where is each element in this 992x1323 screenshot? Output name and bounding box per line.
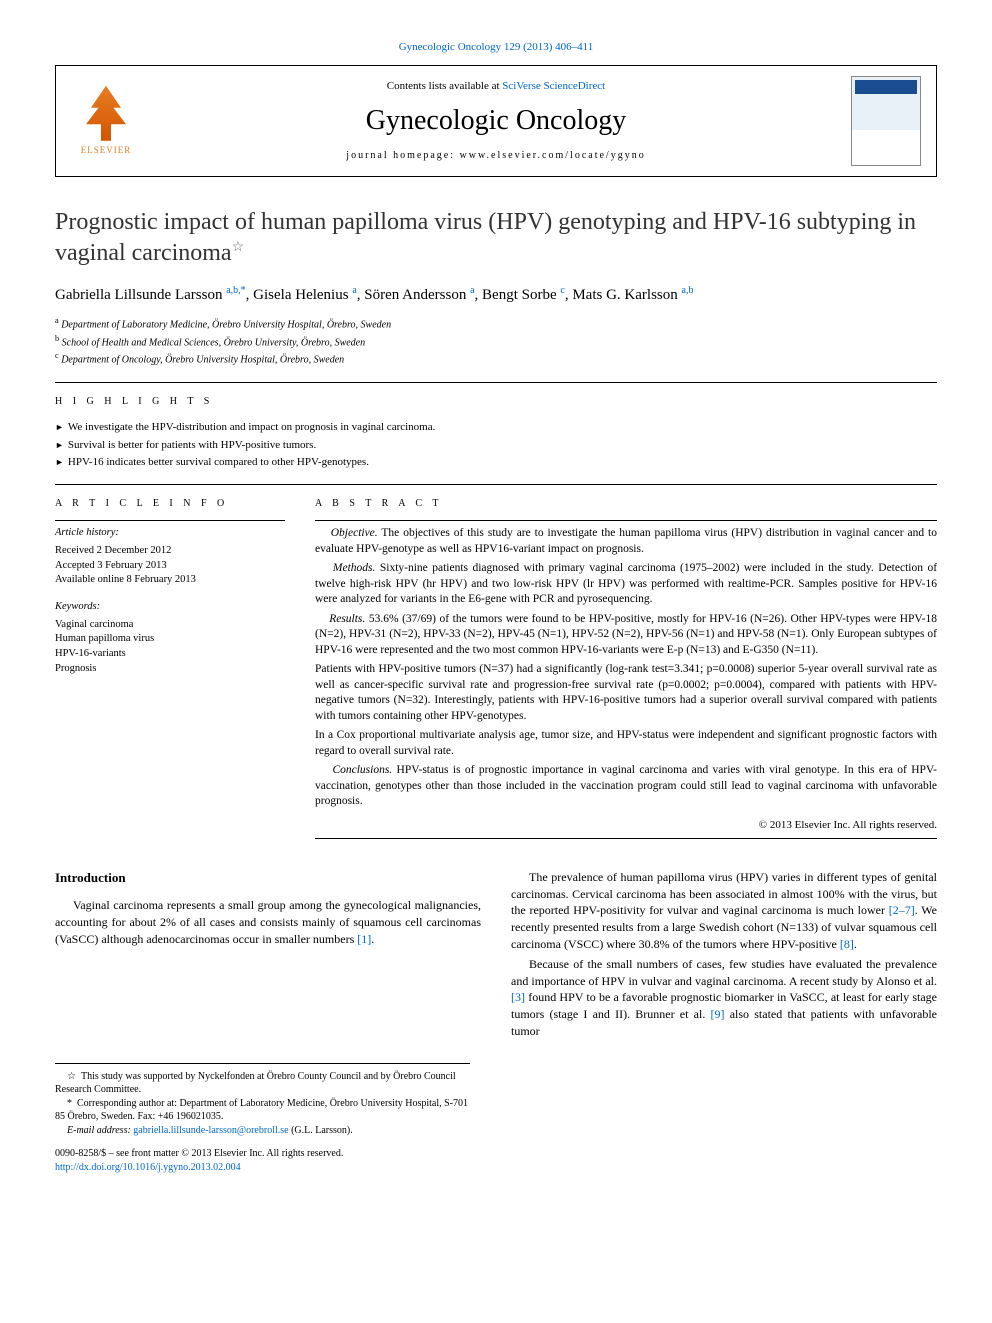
keyword: HPV-16-variants <box>55 647 285 662</box>
title-footnote-marker: ☆ <box>232 240 245 255</box>
elsevier-logo: ELSEVIER <box>71 81 141 161</box>
article-title: Prognostic impact of human papilloma vir… <box>55 207 937 269</box>
homepage-label: journal homepage: <box>346 150 459 161</box>
article-info-column: A R T I C L E I N F O Article history: R… <box>55 497 285 844</box>
divider <box>55 382 937 383</box>
keyword: Vaginal carcinoma <box>55 618 285 633</box>
elsevier-tree-icon <box>81 86 131 141</box>
title-text: Prognostic impact of human papilloma vir… <box>55 209 916 266</box>
abstract-conclusions: Conclusions. HPV-status is of prognostic… <box>315 763 937 810</box>
keywords-heading: Keywords: <box>55 600 285 615</box>
email-footnote: E-mail address: gabriella.lillsunde-lars… <box>55 1124 470 1138</box>
divider <box>55 520 285 521</box>
history-item: Accepted 3 February 2013 <box>55 559 285 574</box>
author: Bengt Sorbe c <box>482 287 565 303</box>
right-body-column: The prevalence of human papilloma virus … <box>511 869 937 1043</box>
divider <box>315 520 937 521</box>
triangle-icon: ► <box>55 440 64 450</box>
journal-citation-link[interactable]: Gynecologic Oncology 129 (2013) 406–411 <box>55 40 937 55</box>
journal-header: ELSEVIER Contents lists available at Sci… <box>55 65 937 177</box>
sciencedirect-link[interactable]: SciVerse ScienceDirect <box>502 80 605 92</box>
journal-name: Gynecologic Oncology <box>141 102 851 140</box>
author: Mats G. Karlsson a,b <box>572 287 693 303</box>
article-info-label: A R T I C L E I N F O <box>55 497 285 511</box>
email-link[interactable]: gabriella.lillsunde-larsson@orebroll.se <box>133 1125 288 1136</box>
triangle-icon: ► <box>55 457 64 467</box>
author-list: Gabriella Lillsunde Larsson a,b,*, Gisel… <box>55 284 937 305</box>
citation-link[interactable]: [8] <box>840 937 854 951</box>
highlight-item: ►Survival is better for patients with HP… <box>55 437 937 455</box>
triangle-icon: ► <box>55 422 64 432</box>
author: Sören Andersson a <box>364 287 474 303</box>
affiliation-text: School of Health and Medical Sciences, Ö… <box>62 337 365 348</box>
footer-meta: 0090-8258/$ – see front matter © 2013 El… <box>55 1147 937 1175</box>
footnotes: ☆ This study was supported by Nyckelfond… <box>55 1063 470 1138</box>
citation-link[interactable]: [2–7] <box>889 903 915 917</box>
intro-paragraph: Because of the small numbers of cases, f… <box>511 956 937 1040</box>
abstract-results: Results. 53.6% (37/69) of the tumors wer… <box>315 612 937 659</box>
abstract-column: A B S T R A C T Objective. The objective… <box>315 497 937 844</box>
affiliations: a Department of Laboratory Medicine, Öre… <box>55 315 937 367</box>
citation-link[interactable]: [9] <box>711 1007 725 1021</box>
contents-line: Contents lists available at SciVerse Sci… <box>141 79 851 94</box>
journal-cover-thumbnail <box>851 76 921 166</box>
header-center: Contents lists available at SciVerse Sci… <box>141 79 851 163</box>
highlight-item: ►We investigate the HPV-distribution and… <box>55 419 937 437</box>
history-item: Received 2 December 2012 <box>55 544 285 559</box>
author: Gisela Helenius a <box>253 287 357 303</box>
abstract-objective: Objective. The objectives of this study … <box>315 526 937 557</box>
keyword: Prognosis <box>55 662 285 677</box>
keyword: Human papilloma virus <box>55 632 285 647</box>
citation-link[interactable]: [1] <box>357 932 371 946</box>
abstract-label: A B S T R A C T <box>315 497 937 511</box>
highlight-item: ►HPV-16 indicates better survival compar… <box>55 454 937 472</box>
contents-prefix: Contents lists available at <box>387 80 502 92</box>
divider <box>315 838 937 839</box>
homepage-url[interactable]: www.elsevier.com/locate/ygyno <box>460 150 646 161</box>
abstract-results-p2: Patients with HPV-positive tumors (N=37)… <box>315 662 937 724</box>
doi-link[interactable]: http://dx.doi.org/10.1016/j.ygyno.2013.0… <box>55 1162 241 1173</box>
intro-paragraph: Vaginal carcinoma represents a small gro… <box>55 897 481 947</box>
elsevier-label: ELSEVIER <box>81 144 132 156</box>
left-body-column: Introduction Vaginal carcinoma represent… <box>55 869 481 1043</box>
history-item: Available online 8 February 2013 <box>55 573 285 588</box>
citation-link[interactable]: [3] <box>511 990 525 1004</box>
article-history: Article history: Received 2 December 201… <box>55 526 285 588</box>
affiliation-text: Department of Laboratory Medicine, Örebr… <box>61 320 391 331</box>
abstract-results-p3: In a Cox proportional multivariate analy… <box>315 728 937 759</box>
funding-footnote: ☆ This study was supported by Nyckelfond… <box>55 1070 470 1097</box>
homepage-line: journal homepage: www.elsevier.com/locat… <box>141 149 851 163</box>
highlights-list: ►We investigate the HPV-distribution and… <box>55 419 937 472</box>
copyright-line: © 2013 Elsevier Inc. All rights reserved… <box>315 818 937 833</box>
corresponding-footnote: * Corresponding author at: Department of… <box>55 1097 470 1124</box>
info-abstract-row: A R T I C L E I N F O Article history: R… <box>55 497 937 844</box>
introduction-section: Introduction Vaginal carcinoma represent… <box>55 869 937 1043</box>
abstract-methods: Methods. Sixty-nine patients diagnosed w… <box>315 561 937 608</box>
issn-line: 0090-8258/$ – see front matter © 2013 El… <box>55 1147 937 1161</box>
history-heading: Article history: <box>55 526 285 541</box>
author: Gabriella Lillsunde Larsson a,b,* <box>55 287 246 303</box>
intro-paragraph: The prevalence of human papilloma virus … <box>511 869 937 953</box>
divider <box>55 484 937 485</box>
highlights-label: H I G H L I G H T S <box>55 395 937 409</box>
introduction-heading: Introduction <box>55 869 481 887</box>
affiliation-text: Department of Oncology, Örebro Universit… <box>61 354 344 365</box>
keywords-block: Keywords: Vaginal carcinoma Human papill… <box>55 600 285 676</box>
